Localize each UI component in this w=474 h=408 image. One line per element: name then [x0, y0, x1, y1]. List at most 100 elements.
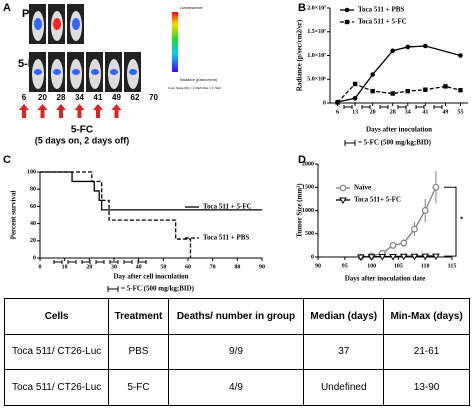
x-tick-label: 10: [62, 264, 68, 270]
marker: [400, 239, 408, 247]
y-tick-label: 0: [33, 255, 36, 261]
arrow-head: [19, 104, 29, 110]
table-cell: 4/9: [167, 369, 305, 406]
arrow-head: [74, 104, 85, 110]
series-line: [337, 45, 461, 103]
table-row: Toca 511/ CT26-Luc 5-FC 4/9 Undefined 13-90: [3, 369, 470, 406]
table-row: Toca 511/ CT26-Luc PBS 9/9 37 21-61: [3, 333, 470, 371]
marker: [390, 48, 396, 54]
y-tick-label: 1000: [302, 208, 314, 214]
marker: [443, 84, 448, 89]
treatment-mark: [81, 260, 91, 264]
marker: [367, 254, 376, 261]
y-tick-label: 5.0×10⁶: [307, 77, 326, 83]
y-axis-label: Percent survival: [10, 191, 18, 240]
signal: [110, 69, 118, 75]
marker: [421, 253, 430, 261]
marker: [458, 53, 463, 58]
x-tick-label: 20: [86, 264, 92, 270]
signal: [53, 69, 61, 75]
day-label: 62: [131, 93, 140, 102]
treatment-mark: [95, 260, 105, 264]
marker: [335, 100, 340, 105]
x-tick-label: 115: [448, 263, 457, 269]
signal: [91, 69, 99, 75]
marker: [352, 81, 358, 87]
colorbar-title: Luminescence: [180, 6, 203, 10]
treatment-mark: [109, 260, 119, 264]
table-cell: 9/9: [167, 333, 305, 371]
marker: [423, 87, 428, 92]
y-tick-label: 2.0×10⁷: [307, 5, 326, 11]
treatment-mark: [137, 260, 147, 264]
y-axis-label: Tumor Size (mm³): [296, 183, 304, 238]
legend-label: Naïve: [354, 184, 371, 192]
x-tick-label: 13: [352, 109, 358, 115]
x-tick-label: 30: [111, 264, 117, 270]
marker: [399, 253, 408, 261]
y-axis-label: Radiance (p/sec/cm2/sr): [296, 19, 304, 91]
x-tick-label: 28: [390, 109, 396, 115]
y-tick-label: 500: [305, 231, 314, 237]
marker: [432, 183, 440, 191]
y-tick-label: 60: [30, 204, 36, 210]
panel-label: C: [3, 154, 11, 166]
panel-label: A: [3, 2, 11, 14]
treatment-mark: [433, 105, 443, 109]
x-tick-label: 70: [210, 264, 216, 270]
x-tick-label: 110: [421, 263, 430, 269]
legend-label: Toca 511 + PBS: [203, 234, 249, 242]
treatment-label: 5-FC: [71, 125, 93, 136]
treatment-mark: [415, 105, 425, 109]
marker: [356, 254, 365, 261]
header-cell: Treatment: [108, 298, 169, 335]
x-tick-label: 50: [160, 264, 166, 270]
treatment-mark: [361, 105, 371, 109]
marker: [410, 253, 419, 261]
marker: [370, 72, 375, 77]
marker: [411, 225, 418, 233]
arrow-shaft: [22, 106, 26, 118]
y-tick-label: 20: [30, 238, 36, 244]
table-cell: 37: [303, 333, 385, 371]
arrow-head: [56, 104, 66, 110]
annotation: *: [460, 215, 464, 223]
treatment-label: = 5-FC (500 mg/kg;BID): [121, 285, 195, 293]
legend-label: Toca 511 + PBS: [358, 6, 404, 14]
day-label: 28: [57, 93, 66, 102]
arrow-shaft: [96, 106, 100, 118]
day-label: 20: [38, 93, 47, 102]
series-line: [337, 83, 461, 103]
treatment-label: = 5-FC (500 mg/kg;BID): [358, 139, 432, 147]
series-line: [40, 171, 192, 258]
y-tick-label: 80: [30, 187, 36, 193]
signal: [53, 18, 61, 30]
signal: [129, 69, 137, 75]
arrow-shaft: [40, 106, 45, 118]
y-tick-label: 0: [311, 254, 314, 260]
x-tick-label: 40: [136, 264, 142, 270]
marker: [423, 43, 428, 49]
panel-label: D: [298, 154, 306, 166]
treatment-mark: [343, 105, 353, 109]
significance-bracket: [444, 186, 457, 257]
x-tick-label: 90: [259, 264, 265, 270]
treatment-key: [107, 286, 119, 292]
marker: [389, 254, 397, 261]
treatment-mark: [67, 260, 77, 264]
y-tick-label: 0: [323, 100, 326, 106]
arrow-shaft: [77, 106, 82, 118]
arrow-head: [93, 104, 103, 110]
day-label: 70: [149, 93, 158, 102]
charts: A B C D PBS 5-FC Luminescence Radiance (…: [3, 2, 468, 293]
marker: [432, 253, 440, 261]
arrow-shaft: [59, 106, 63, 118]
y-tick-label: 1.0×10⁷: [307, 53, 326, 59]
x-tick-label: 49: [442, 109, 448, 115]
marker: [378, 254, 387, 261]
x-tick-label: 80: [234, 264, 240, 270]
marker: [390, 91, 395, 96]
table-cell: Toca 511/ CT26-Luc: [3, 333, 110, 371]
marker: [405, 88, 410, 94]
